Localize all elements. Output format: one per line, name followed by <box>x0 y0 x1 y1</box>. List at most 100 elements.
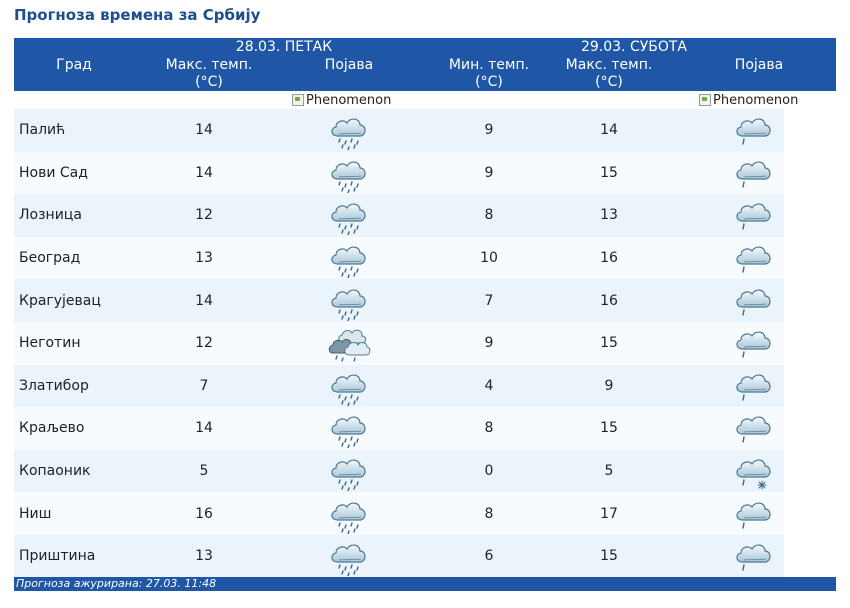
day1-phenomenon <box>299 152 399 195</box>
table-row: Краљево 14 8 15 <box>14 407 836 450</box>
cloud-light-rain-icon <box>736 502 771 529</box>
col-max2-header-line2: (°C) <box>595 74 623 90</box>
day2-max-temp: 5 <box>604 463 614 480</box>
day2-max-temp: 15 <box>600 335 618 352</box>
city-name: Копаоник <box>19 463 91 480</box>
city-name: Палић <box>19 122 66 139</box>
day2-max-temp: 16 <box>600 250 618 267</box>
day2-min-temp: 7 <box>484 292 494 309</box>
day2-min-temp: 8 <box>484 420 494 437</box>
cloud-light-rain-icon <box>736 374 771 401</box>
col-min2-header-line1: Мин. темп. <box>448 57 530 73</box>
broken-image-icon <box>699 94 711 106</box>
day2-max-temp: 15 <box>600 420 618 437</box>
day2-phenomenon <box>704 492 804 535</box>
day1-max-temp: 14 <box>195 292 213 309</box>
broken-image-alt-text: Phenomenon <box>713 92 799 108</box>
city-name: Приштина <box>19 548 96 565</box>
day1-max-temp: 12 <box>195 335 213 352</box>
table-row: Неготин 12 9 15 <box>14 321 836 365</box>
update-timestamp: Прогноза ажурирана: 27.03. 11:48 <box>16 577 217 590</box>
cloud-light-rain-icon <box>736 544 771 571</box>
row-background <box>14 407 784 450</box>
row-background <box>14 109 784 152</box>
broken-image-day1: Phenomenon <box>292 92 391 108</box>
city-name: Крагујевац <box>19 292 101 309</box>
day1-max-temp: 5 <box>199 463 209 480</box>
day2-phenomenon <box>704 109 804 152</box>
cloud-light-rain-icon <box>736 289 771 316</box>
row-background <box>14 321 784 365</box>
table-row: Златибор 7 4 9 <box>14 364 836 408</box>
day2-min-temp: 0 <box>484 463 494 480</box>
broken-image-alt-text: Phenomenon <box>306 92 392 108</box>
day1-max-temp: 12 <box>195 207 213 224</box>
col-city-header: Град <box>56 57 92 73</box>
row-background <box>14 236 784 280</box>
table-row: Ниш 16 8 17 <box>14 492 836 535</box>
cloud-light-rain-icon <box>736 331 771 358</box>
day1-phenomenon <box>299 492 399 535</box>
row-background <box>14 449 784 493</box>
day2-title: 29.03. СУБОТА <box>580 39 688 55</box>
day1-phenomenon <box>299 450 399 493</box>
cloud-rain-icon <box>331 502 366 534</box>
col-min2-header-line2: (°C) <box>475 74 503 90</box>
table-row: Нови Сад 14 9 15 <box>14 151 836 195</box>
table-row: Београд 13 10 16 <box>14 236 836 280</box>
day2-max-temp: 13 <box>600 207 618 224</box>
day1-phenomenon <box>299 194 399 237</box>
day1-phenomenon <box>299 365 399 408</box>
day1-phenomenon <box>299 237 399 280</box>
day1-max-temp: 14 <box>195 122 213 139</box>
broken-image-icon <box>292 94 304 106</box>
day2-min-temp: 9 <box>484 335 494 352</box>
day1-max-temp: 13 <box>195 250 213 267</box>
day1-phenomenon <box>299 322 399 365</box>
day2-min-temp: 9 <box>484 164 494 181</box>
row-background <box>14 194 784 237</box>
day2-phenomenon <box>704 194 804 237</box>
cloud-rain-icon <box>331 374 366 406</box>
day2-phenomenon <box>704 365 804 408</box>
day2-phenomenon <box>704 450 804 493</box>
col-phen1-header: Појава <box>324 57 374 73</box>
page-title: Прогноза времена за Србију <box>14 6 261 24</box>
cloud-rain-icon <box>331 459 366 492</box>
day2-max-temp: 15 <box>600 164 618 181</box>
phenomenon-image-row: Phenomenon Phenomenon <box>14 91 836 109</box>
cloud-rain-icon <box>331 161 366 193</box>
footer-bar: Прогноза ажурирана: 27.03. 11:48 <box>14 577 836 591</box>
city-name: Краљево <box>19 420 85 437</box>
table-row: Копаоник 5 0 5 <box>14 449 836 493</box>
table-header: 28.03. ПЕТАК 29.03. СУБОТА Град Макс. те… <box>14 38 836 91</box>
city-name: Београд <box>19 250 81 267</box>
day1-phenomenon <box>299 407 399 450</box>
cloud-rain-icon <box>331 204 366 236</box>
day2-max-temp: 14 <box>600 122 618 139</box>
day2-min-temp: 9 <box>484 122 494 139</box>
day1-max-temp: 14 <box>195 420 213 437</box>
col-max2-header-line1: Макс. темп. <box>565 57 653 73</box>
cloud-rain-icon <box>331 246 366 279</box>
city-name: Нови Сад <box>19 164 88 181</box>
day1-phenomenon <box>299 535 399 578</box>
table-row: Крагујевац 14 7 16 <box>14 279 836 322</box>
city-name: Лозница <box>19 207 82 224</box>
cloud-storm-rain-icon <box>328 329 371 362</box>
day2-max-temp: 16 <box>600 292 618 309</box>
day2-phenomenon <box>704 152 804 195</box>
day1-max-temp: 7 <box>199 377 209 394</box>
row-background <box>14 492 784 535</box>
day2-min-temp: 10 <box>480 250 498 267</box>
day2-phenomenon <box>704 535 804 578</box>
cloud-light-rain-icon <box>736 416 771 444</box>
row-background <box>14 279 784 322</box>
day1-max-temp: 13 <box>195 548 213 565</box>
day2-phenomenon <box>704 407 804 450</box>
table-row: Приштина 13 6 15 <box>14 534 836 578</box>
day2-phenomenon <box>704 322 804 365</box>
day2-min-temp: 4 <box>484 377 494 394</box>
table-row: Палић 14 9 14 <box>14 109 836 152</box>
day1-max-temp: 16 <box>195 505 213 522</box>
